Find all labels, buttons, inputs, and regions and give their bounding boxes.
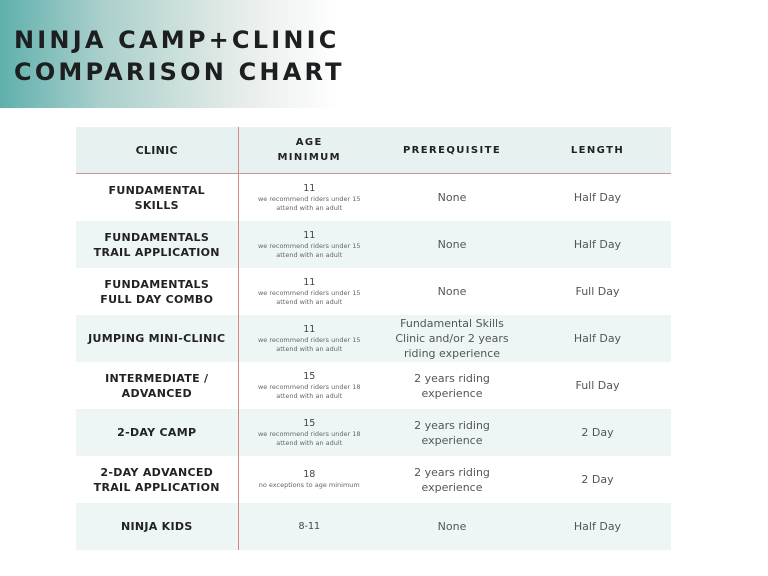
age-cell: 11 we recommend riders under 15 attend wi… <box>238 315 380 362</box>
age-minimum: 15 <box>303 370 316 382</box>
prerequisite: None <box>380 221 524 268</box>
prerequisite-text: 2 years riding experience <box>414 418 490 447</box>
prerequisite-text: None <box>437 238 467 251</box>
age-cell: 8-11 <box>238 503 380 550</box>
comparison-table: CLINIC AGE MINIMUM PREREQUISITE LENGTH F… <box>76 127 671 550</box>
age-minimum: 15 <box>303 417 316 429</box>
clinic-name-text: NINJA KIDS <box>120 520 193 533</box>
age-minimum: 11 <box>303 229 316 241</box>
clinic-name-text: JUMPING MINI-CLINIC <box>88 332 226 345</box>
prerequisite-text: None <box>437 285 467 298</box>
age-minimum: 11 <box>303 276 316 288</box>
table-row: FUNDAMENTAL SKILLS 11 we recommend riders … <box>76 173 671 222</box>
clinic-name-text: FUNDAMENTAL SKILLS <box>108 183 205 212</box>
table-row: NINJA KIDS 8-11 None Half Day <box>76 503 671 550</box>
prerequisite-text: 2 years riding experience <box>414 371 490 400</box>
length: Half Day <box>573 238 622 251</box>
length: Full Day <box>575 285 620 298</box>
header-prerequisite: PREREQUISITE <box>380 127 524 174</box>
prerequisite: 2 years riding experience <box>380 362 524 409</box>
clinic-name-text: 2-DAY ADVANCED TRAIL APPLICATION <box>93 465 220 494</box>
clinic-name: 2-DAY ADVANCED TRAIL APPLICATION <box>76 456 239 503</box>
prerequisite: 2 years riding experience <box>380 456 524 503</box>
page-title: NINJA CAMP+CLINIC COMPARISON CHART <box>14 26 345 86</box>
age-note: we recommend riders under 18 attend with… <box>257 382 361 400</box>
length: Half Day <box>573 332 622 345</box>
length: Half Day <box>573 191 622 204</box>
prerequisite-text: None <box>437 520 467 533</box>
header-age-label: AGE MINIMUM <box>277 137 342 163</box>
table-row: FUNDAMENTALS TRAIL APPLICATION 11 we recom… <box>76 221 671 268</box>
prerequisite-text: Fundamental Skills Clinic and/or 2 years… <box>395 317 509 360</box>
title-banner <box>0 0 400 108</box>
prerequisite: 2 years riding experience <box>380 409 524 456</box>
length: 2 Day <box>581 426 614 439</box>
clinic-name-text: INTERMEDIATE / ADVANCED <box>105 371 209 400</box>
clinic-name: JUMPING MINI-CLINIC <box>76 315 239 362</box>
length: 2 Day <box>581 473 614 486</box>
header-age-minimum: AGE MINIMUM <box>238 127 380 174</box>
table-row: 2-DAY CAMP 15 we recommend riders under 18… <box>76 409 671 456</box>
age-minimum: 18 <box>303 469 316 480</box>
header-clinic: CLINIC <box>76 127 239 174</box>
clinic-name-text: 2-DAY CAMP <box>117 426 197 439</box>
table-row: JUMPING MINI-CLINIC 11 we recommend riders… <box>76 315 671 362</box>
table-header-row: CLINIC AGE MINIMUM PREREQUISITE LENGTH <box>76 127 671 174</box>
age-note: we recommend riders under 15 attend with… <box>257 194 361 212</box>
clinic-name: FUNDAMENTALS FULL DAY COMBO <box>76 268 239 315</box>
age-minimum: 11 <box>303 182 316 194</box>
age-cell: 18 no exceptions to age minimum <box>238 456 380 503</box>
age-cell: 11 we recommend riders under 15 attend wi… <box>238 268 380 315</box>
prerequisite: Fundamental Skills Clinic and/or 2 years… <box>380 315 524 362</box>
prerequisite: None <box>380 174 524 222</box>
age-note: we recommend riders under 18 attend with… <box>257 429 361 447</box>
prerequisite-text: None <box>437 191 467 204</box>
table-row: FUNDAMENTALS FULL DAY COMBO 11 we recommen… <box>76 268 671 315</box>
length: Half Day <box>573 520 622 533</box>
age-cell: 11 we recommend riders under 15 attend wi… <box>238 174 380 222</box>
prerequisite: None <box>380 503 524 550</box>
age-note: we recommend riders under 15 attend with… <box>257 288 361 306</box>
prerequisite-text: 2 years riding experience <box>414 465 490 494</box>
prerequisite: None <box>380 268 524 315</box>
table-row: 2-DAY ADVANCED TRAIL APPLICATION 18 no exc… <box>76 456 671 503</box>
clinic-name-text: FUNDAMENTALS TRAIL APPLICATION <box>93 230 220 259</box>
header-length: LENGTH <box>524 127 671 174</box>
age-note: we recommend riders under 15 attend with… <box>257 241 361 259</box>
age-note: we recommend riders under 15 attend with… <box>257 335 361 353</box>
clinic-name-text: FUNDAMENTALS FULL DAY COMBO <box>100 277 214 306</box>
clinic-name: FUNDAMENTAL SKILLS <box>76 173 239 221</box>
age-minimum: 8-11 <box>298 520 321 532</box>
clinic-name: NINJA KIDS <box>76 503 239 550</box>
length: Full Day <box>575 379 620 392</box>
age-minimum: 11 <box>303 323 316 335</box>
clinic-name: INTERMEDIATE / ADVANCED <box>76 362 239 409</box>
clinic-name: FUNDAMENTALS TRAIL APPLICATION <box>76 221 239 268</box>
age-cell: 15 we recommend riders under 18 attend wi… <box>238 362 380 409</box>
table-row: INTERMEDIATE / ADVANCED 15 we recommend ri… <box>76 362 671 409</box>
age-cell: 15 we recommend riders under 18 attend wi… <box>238 409 380 456</box>
age-cell: 11 we recommend riders under 15 attend wi… <box>238 221 380 268</box>
age-note: no exceptions to age minimum <box>258 481 360 489</box>
clinic-name: 2-DAY CAMP <box>76 409 239 456</box>
